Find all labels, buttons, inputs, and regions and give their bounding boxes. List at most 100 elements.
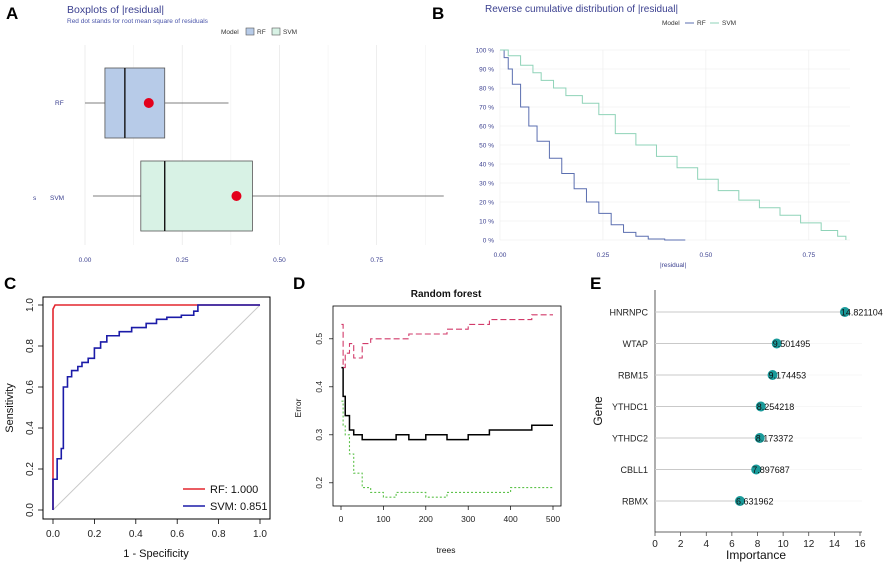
importance-value-label: 9.174453 [769,371,807,381]
revcdf-y-tick: 10 % [479,219,494,226]
roc-y-tick: 0.8 [25,339,36,353]
revcdf-y-tick: 60 % [479,124,494,131]
panel-label-c: C [4,274,16,293]
rf-lines [341,314,553,498]
rf-line-oob [341,366,553,441]
revcdf-legend-title: Model [662,20,680,27]
importance-gene-label: YTHDC2 [612,434,648,444]
roc-y-tick: 0.2 [25,462,36,476]
importance-point [767,370,778,380]
rf-y-label: Error [293,398,303,417]
boxplot-boxes [85,67,444,232]
boxplot-legend-svm: SVM [283,29,297,36]
boxplot-title: Boxplots of |residual| [67,4,164,16]
revcdf-y-tick: 80 % [479,86,494,93]
rf-y-tick: 0.5 [314,333,324,345]
revcdf-legend-rf: RF [697,20,706,27]
importance-point [755,401,766,412]
boxplot-x-tick: 0.00 [79,257,92,264]
boxplot-legend: Model RF SVM [221,27,297,36]
rf-x-tick: 200 [419,514,433,524]
panel-label-e: E [590,274,601,293]
boxplot-legend-rf-swatch [245,27,255,36]
boxplot-legend-title: Model [221,29,239,36]
roc-lines [52,304,261,511]
roc-x-tick: 0.4 [129,529,143,540]
importance-ticks: 0 2 4 6 8 10 12 14 16 HNRNPC WTAP RBM15 YTHDC1 YTHDC2… [609,308,866,551]
boxplot-gridlines [84,45,426,245]
importance-x-tick: 8 [755,539,761,550]
roc-x-tick: 0.0 [46,529,60,540]
boxplot-side-label: s [33,195,37,202]
roc-x-tick: 1.0 [253,529,267,540]
revcdf-y-tick: 0 % [483,238,494,245]
rf-x-tick: 300 [461,514,475,524]
revcdf-title: Reverse cumulative distribution of |resi… [485,4,678,15]
rf-ticks: 0 100 200 300 400 500 0.2 0.3 0.4 0.5 [314,333,560,524]
boxplot-x-tick: 0.25 [176,257,189,264]
importance-point [734,496,745,506]
importance-x-tick: 4 [703,539,709,550]
revcdf-x-tick: 0.75 [802,252,815,259]
revcdf-y-tick: 20 % [479,200,494,207]
roc-x-tick: 0.6 [170,529,184,540]
roc-x-tick: 0.8 [212,529,226,540]
revcdf-y-tick: 90 % [479,67,494,74]
importance-y-label: Gene [591,396,605,426]
boxplot-category-svm: SVM [50,195,64,202]
panel-b: B Reverse cumulative distribution of |re… [432,4,850,269]
importance-x-tick: 2 [678,539,684,550]
boxplot-box-rf [104,67,166,139]
revcdf-x-tick: 0.00 [494,252,507,259]
panel-a: A Boxplots of |residual| Red dot stands … [6,4,444,264]
revcdf-lines [500,49,847,241]
importance-gene-label: HNRNPC [609,308,648,318]
rf-frame [332,305,562,507]
boxplot-rms-dot-rf [143,98,154,108]
boxplot-legend-svm-swatch [271,27,281,36]
boxplot-category-rf: RF [55,100,64,107]
rf-x-tick: 0 [339,514,344,524]
panel-d: D Random forest 0 100 200 300 400 500 0.2 0.3 0.… [293,274,562,555]
importance-x-tick: 6 [729,539,735,550]
importance-x-tick: 16 [854,539,866,550]
importance-point [839,307,850,317]
importance-gene-label: RBM15 [618,371,648,381]
rf-y-tick: 0.2 [314,477,324,489]
importance-x-tick: 0 [652,539,658,550]
roc-legend-svm: SVM: 0.851 [210,501,267,513]
importance-x-tick: 14 [829,539,841,550]
revcdf-gridlines [499,49,850,241]
roc-y-tick: 0.0 [25,503,36,517]
boxplot-x-tick: 0.75 [370,257,383,264]
revcdf-y-tick: 50 % [479,143,494,150]
roc-legend-rf: RF: 1.000 [210,484,258,496]
roc-frame [42,296,271,520]
revcdf-legend: Model RF SVM [662,20,736,27]
panel-c: C 0.0 0.2 0.4 0.6 0.8 1.0 0.0 0.2 0.4 0.6 0.8 1.0 R… [4,274,271,560]
roc-x-tick: 0.2 [87,529,101,540]
rf-x-tick: 400 [504,514,518,524]
roc-diagonal [52,304,261,511]
revcdf-y-tick: 30 % [479,181,494,188]
revcdf-x-label: |residual| [660,262,686,269]
roc-y-tick: 1.0 [25,298,36,312]
panel-label-d: D [293,274,305,293]
importance-value-label: 14.821104 [841,308,883,318]
panel-e: E 0 2 4 6 8 10 12 14 16 HNRNPC WTAP RBM15 YTHDC1 YTHD… [590,274,883,562]
revcdf-y-tick: 100 % [476,48,495,55]
rf-line-class1 [341,314,553,369]
rf-y-tick: 0.4 [314,381,324,393]
panel-label-a: A [6,4,18,23]
importance-gene-label: WTAP [623,339,648,349]
rf-y-tick: 0.3 [314,429,324,441]
roc-x-label: 1 - Specificity [123,548,189,560]
rf-x-tick: 500 [546,514,560,524]
importance-gene-label: CBLL1 [620,465,648,475]
roc-ticks: 0.0 0.2 0.4 0.6 0.8 1.0 0.0 0.2 0.4 0.6 0.8 1.0 [25,298,267,540]
importance-lollipops: 14.821104 9.501495 9.174453 8.254218 8.17337… [655,307,883,507]
importance-x-label: Importance [726,548,786,562]
importance-point [751,464,762,475]
importance-value-label: 8.173372 [756,434,794,444]
